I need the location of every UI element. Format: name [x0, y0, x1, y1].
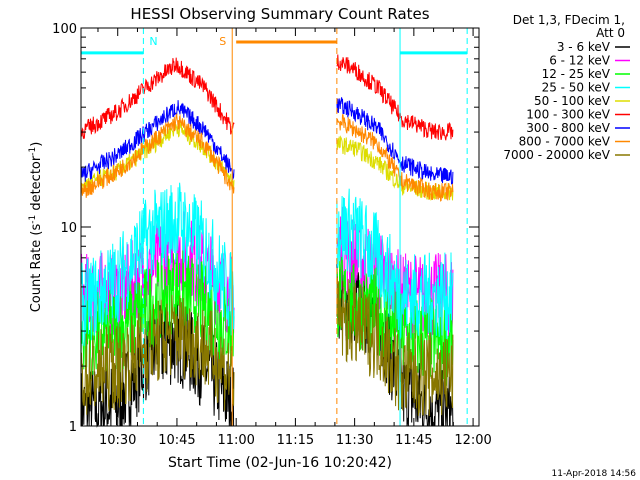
legend-header-2: Att 0	[596, 26, 625, 40]
legend-label-6: 300 - 800 keV	[526, 121, 610, 135]
y-label-end: )	[29, 142, 44, 147]
annotation-n: N	[149, 35, 157, 48]
x-tick-label-4: 11:30	[336, 433, 373, 448]
x-tick-label-0: 10:30	[99, 433, 136, 448]
y-label-mid: detector	[29, 155, 44, 215]
axes-layer: 10:30 10:45 11:00 11:15 11:30 11:45 12:00 1 10 10…	[52, 22, 492, 448]
series-6-line	[80, 97, 454, 185]
x-axis-label: Start Time (02-Jun-16 10:20:42)	[168, 455, 392, 471]
x-tick-label-2: 11:00	[217, 433, 254, 448]
x-tick-label-3: 11:15	[277, 433, 314, 448]
y-tick-label-0: 1	[69, 420, 77, 435]
y-tick-label-1: 10	[60, 221, 77, 236]
annotation-s: S	[219, 35, 226, 48]
y-tick-label-2: 100	[52, 22, 77, 37]
legend-label-2: 12 - 25 keV	[542, 67, 611, 81]
legend-label-0: 3 - 6 keV	[557, 40, 611, 54]
y-label-sup1: -1	[28, 215, 38, 224]
series-5-line	[80, 54, 454, 141]
x-tick-label-6: 12:00	[454, 433, 491, 448]
legend-label-8: 7000 - 20000 keV	[503, 148, 610, 162]
legend-label-4: 50 - 100 keV	[534, 94, 611, 108]
footer-date: 11-Apr-2018 14:56	[552, 469, 637, 479]
y-axis-label: Count Rate (s-1 detector-1)	[28, 142, 44, 313]
legend-label-1: 6 - 12 keV	[549, 54, 611, 68]
y-label-main: Count Rate (s	[29, 224, 44, 313]
legend-label-3: 25 - 50 keV	[542, 81, 611, 95]
y-label-sup2: -1	[28, 147, 38, 156]
series-8-line	[80, 276, 454, 417]
x-tick-label-1: 10:45	[158, 433, 195, 448]
chart-title: HESSI Observing Summary Count Rates	[130, 5, 429, 23]
legend-label-7: 800 - 7000 keV	[519, 135, 611, 149]
series-7-line	[80, 112, 454, 202]
legend-header-1: Det 1,3, FDecim 1,	[513, 13, 625, 27]
legend-label-5: 100 - 300 keV	[526, 108, 610, 122]
series-3-line	[80, 182, 454, 347]
x-tick-label-5: 11:45	[395, 433, 432, 448]
series-layer	[80, 54, 454, 428]
